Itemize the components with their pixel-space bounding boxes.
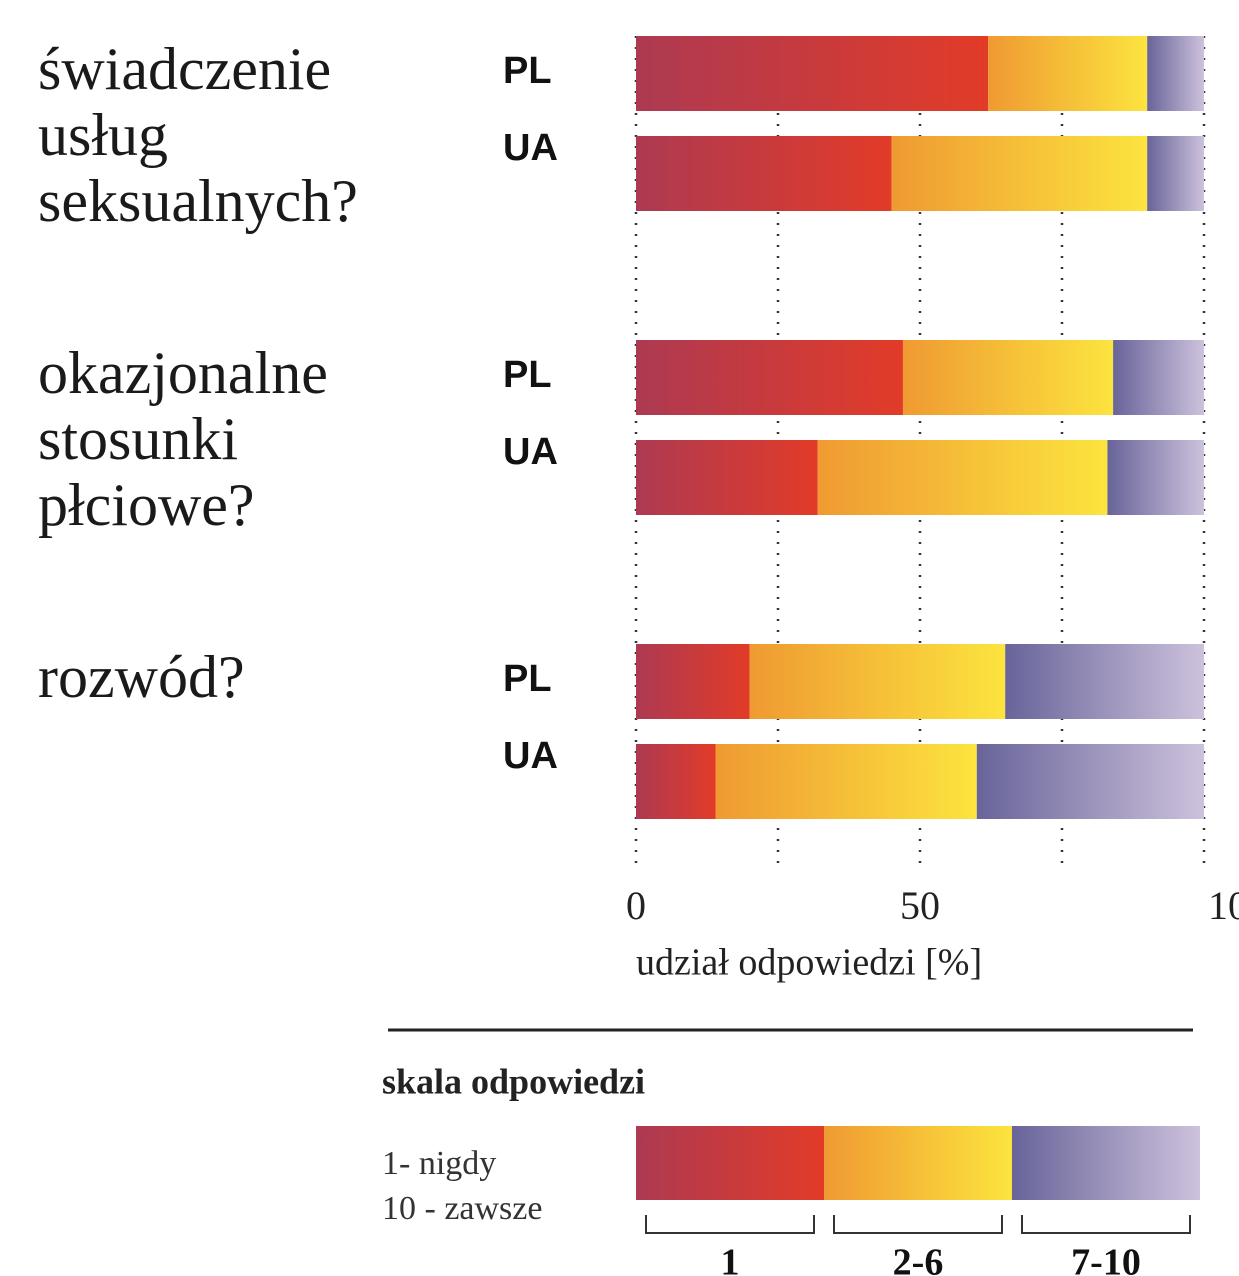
x-tick-label: 100 [1208, 883, 1239, 928]
bar-segment [636, 644, 750, 719]
legend-title: skala odpowiedzi [382, 1061, 645, 1101]
bar-segment [891, 136, 1148, 211]
row-label: UA [503, 431, 558, 473]
bar-segment [1107, 440, 1204, 515]
bar-segment [715, 744, 977, 819]
bar-segment [1147, 36, 1204, 111]
bar-segment [976, 744, 1204, 819]
legend-bracket [833, 1215, 1003, 1234]
row-label: UA [503, 127, 558, 169]
bar-segment [1147, 136, 1204, 211]
x-tick-label: 50 [900, 883, 940, 928]
bar-segment [1113, 340, 1204, 415]
x-axis-label: udział odpowiedzi [%] [636, 942, 982, 984]
legend-bracket [645, 1215, 815, 1234]
legend-swatch [636, 1126, 824, 1200]
legend-bracket [1021, 1215, 1191, 1234]
question: okazjonalne stosunki płciowe? [38, 340, 328, 538]
legend-label: 2-6 [893, 1242, 944, 1276]
row-label: PL [503, 50, 552, 92]
bar-segment [636, 744, 716, 819]
question: rozwód? [38, 644, 245, 710]
question: świadczenie usług seksualnych? [38, 36, 358, 234]
bar-segment [749, 644, 1006, 719]
legend-note: 10 - zawsze [382, 1190, 542, 1227]
bar-segment [988, 36, 1148, 111]
bar-segment [636, 440, 818, 515]
row-label: PL [503, 354, 552, 396]
legend-swatch [824, 1126, 1012, 1200]
row-label: PL [503, 658, 552, 700]
legend-swatch [1012, 1126, 1200, 1200]
bar-segment [902, 340, 1114, 415]
bar-segment [1005, 644, 1204, 719]
bar-segment [636, 136, 892, 211]
row-label: UA [503, 735, 558, 777]
x-tick-label: 0 [626, 883, 646, 928]
bar-segment [817, 440, 1108, 515]
legend-label: 1 [721, 1242, 740, 1276]
bar-segment [636, 36, 989, 111]
bar-segment [636, 340, 903, 415]
legend-label: 7-10 [1071, 1242, 1141, 1276]
legend-note: 1- nigdy [382, 1145, 496, 1182]
